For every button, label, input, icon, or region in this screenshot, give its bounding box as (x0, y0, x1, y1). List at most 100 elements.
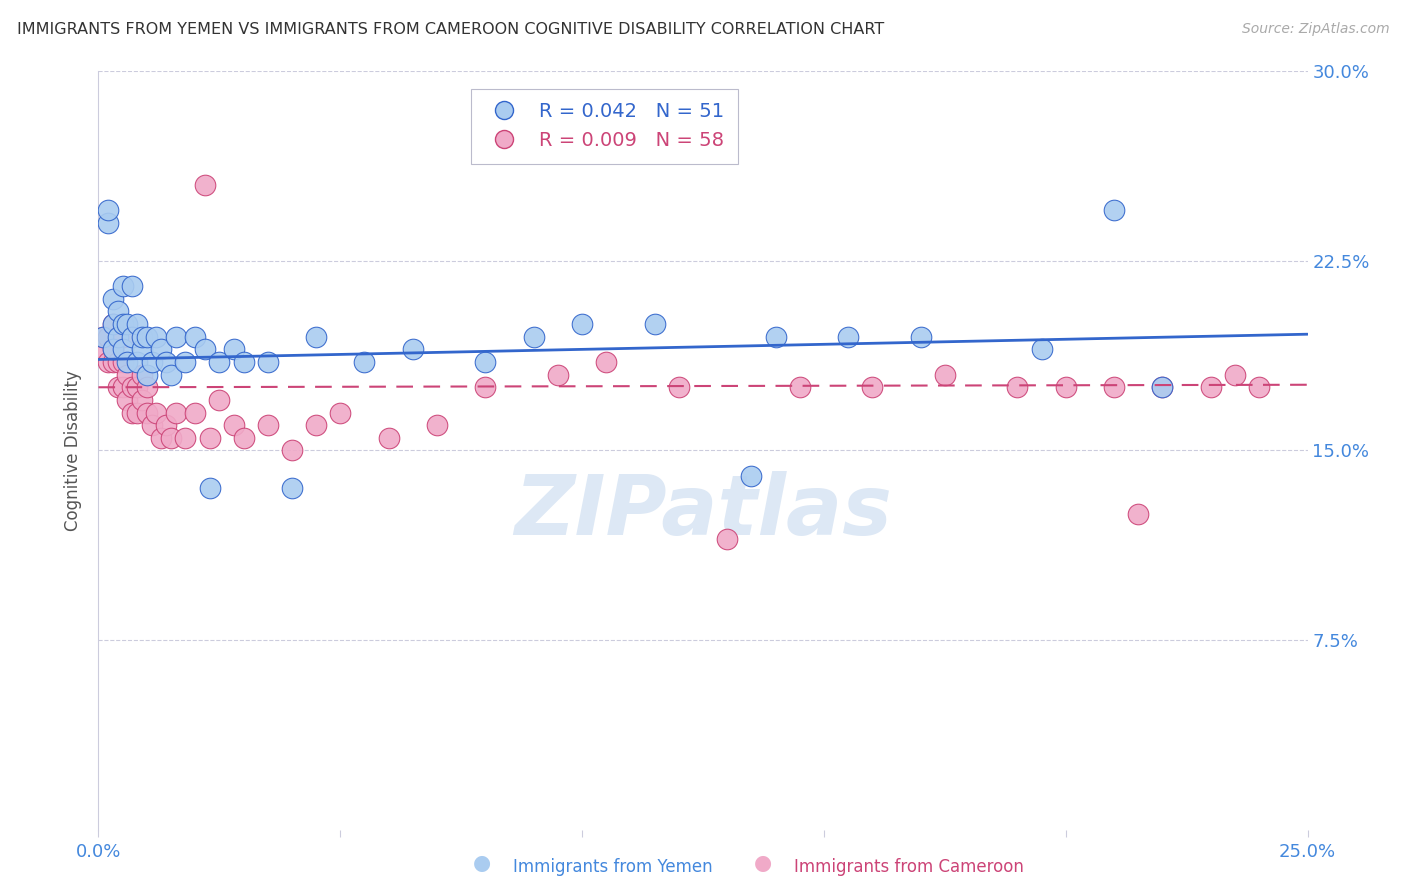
Point (155, 355, 177, 369)
Point (426, 418, 449, 433)
Point (571, 317, 593, 331)
Point (860, 380, 883, 394)
Point (740, 468, 762, 483)
Point (402, 343, 425, 357)
Point (281, 482, 304, 496)
Point (101, 317, 124, 331)
Point (121, 330, 143, 344)
Legend: R = 0.042   N = 51, R = 0.009   N = 58: R = 0.042 N = 51, R = 0.009 N = 58 (471, 88, 738, 163)
Point (117, 392, 139, 407)
Point (135, 368, 157, 382)
Point (150, 343, 173, 357)
Point (111, 343, 134, 357)
Y-axis label: Cognitive Disability: Cognitive Disability (65, 370, 83, 531)
Point (474, 355, 496, 369)
Point (121, 279, 143, 293)
Point (232, 431, 254, 445)
Point (1054, 380, 1077, 394)
Point (111, 279, 134, 293)
Point (194, 343, 217, 357)
Point (101, 355, 124, 369)
Point (91, 330, 114, 344)
Point (127, 380, 149, 394)
Point (111, 380, 134, 394)
Point (121, 380, 143, 394)
Text: Immigrants from Yemen: Immigrants from Yemen (513, 858, 713, 876)
Point (145, 405, 167, 420)
Point (107, 380, 129, 394)
Point (910, 330, 932, 344)
Point (198, 482, 221, 496)
Point (194, 178, 217, 193)
Text: ●: ● (474, 854, 491, 873)
Point (131, 392, 153, 407)
Point (934, 368, 956, 382)
Point (789, 380, 811, 394)
Point (281, 443, 304, 458)
Point (165, 330, 187, 344)
Point (1152, 380, 1174, 394)
Point (155, 418, 177, 433)
Point (111, 317, 134, 331)
Point (165, 405, 187, 420)
Point (1223, 368, 1246, 382)
Point (141, 355, 163, 369)
Point (127, 317, 149, 331)
Point (1249, 380, 1271, 394)
Point (716, 532, 738, 546)
Point (150, 431, 173, 445)
Point (135, 405, 157, 420)
Point (97, 355, 120, 369)
Point (160, 368, 183, 382)
Point (131, 343, 153, 357)
Point (101, 343, 124, 357)
Point (474, 380, 496, 394)
Point (97, 216, 120, 230)
Text: Immigrants from Cameroon: Immigrants from Cameroon (794, 858, 1024, 876)
Point (256, 355, 278, 369)
Point (222, 343, 245, 357)
Point (232, 355, 254, 369)
Point (131, 368, 153, 382)
Point (131, 330, 153, 344)
Point (117, 368, 139, 382)
Point (107, 304, 129, 318)
Text: Source: ZipAtlas.com: Source: ZipAtlas.com (1241, 22, 1389, 37)
Point (377, 431, 399, 445)
Point (135, 330, 157, 344)
Point (305, 418, 328, 433)
Point (107, 330, 129, 344)
Point (91, 343, 114, 357)
Point (1102, 380, 1125, 394)
Point (1031, 343, 1053, 357)
Point (222, 418, 245, 433)
Point (547, 368, 569, 382)
Point (1199, 380, 1222, 394)
Point (160, 431, 183, 445)
Point (174, 355, 197, 369)
Point (1152, 380, 1174, 394)
Point (1102, 203, 1125, 218)
Point (101, 292, 124, 306)
Point (184, 405, 207, 420)
Text: ZIPatlas: ZIPatlas (515, 471, 891, 551)
Point (107, 355, 129, 369)
Point (668, 380, 690, 394)
Point (595, 355, 617, 369)
Point (765, 330, 787, 344)
Point (91, 330, 114, 344)
Point (97, 330, 120, 344)
Point (141, 418, 163, 433)
Point (1007, 380, 1029, 394)
Point (145, 330, 167, 344)
Point (111, 355, 134, 369)
Point (184, 330, 207, 344)
Point (117, 355, 139, 369)
Point (127, 355, 149, 369)
Point (716, 140, 738, 154)
Point (111, 330, 134, 344)
Point (107, 330, 129, 344)
Point (523, 330, 546, 344)
Point (198, 431, 221, 445)
Point (101, 317, 124, 331)
